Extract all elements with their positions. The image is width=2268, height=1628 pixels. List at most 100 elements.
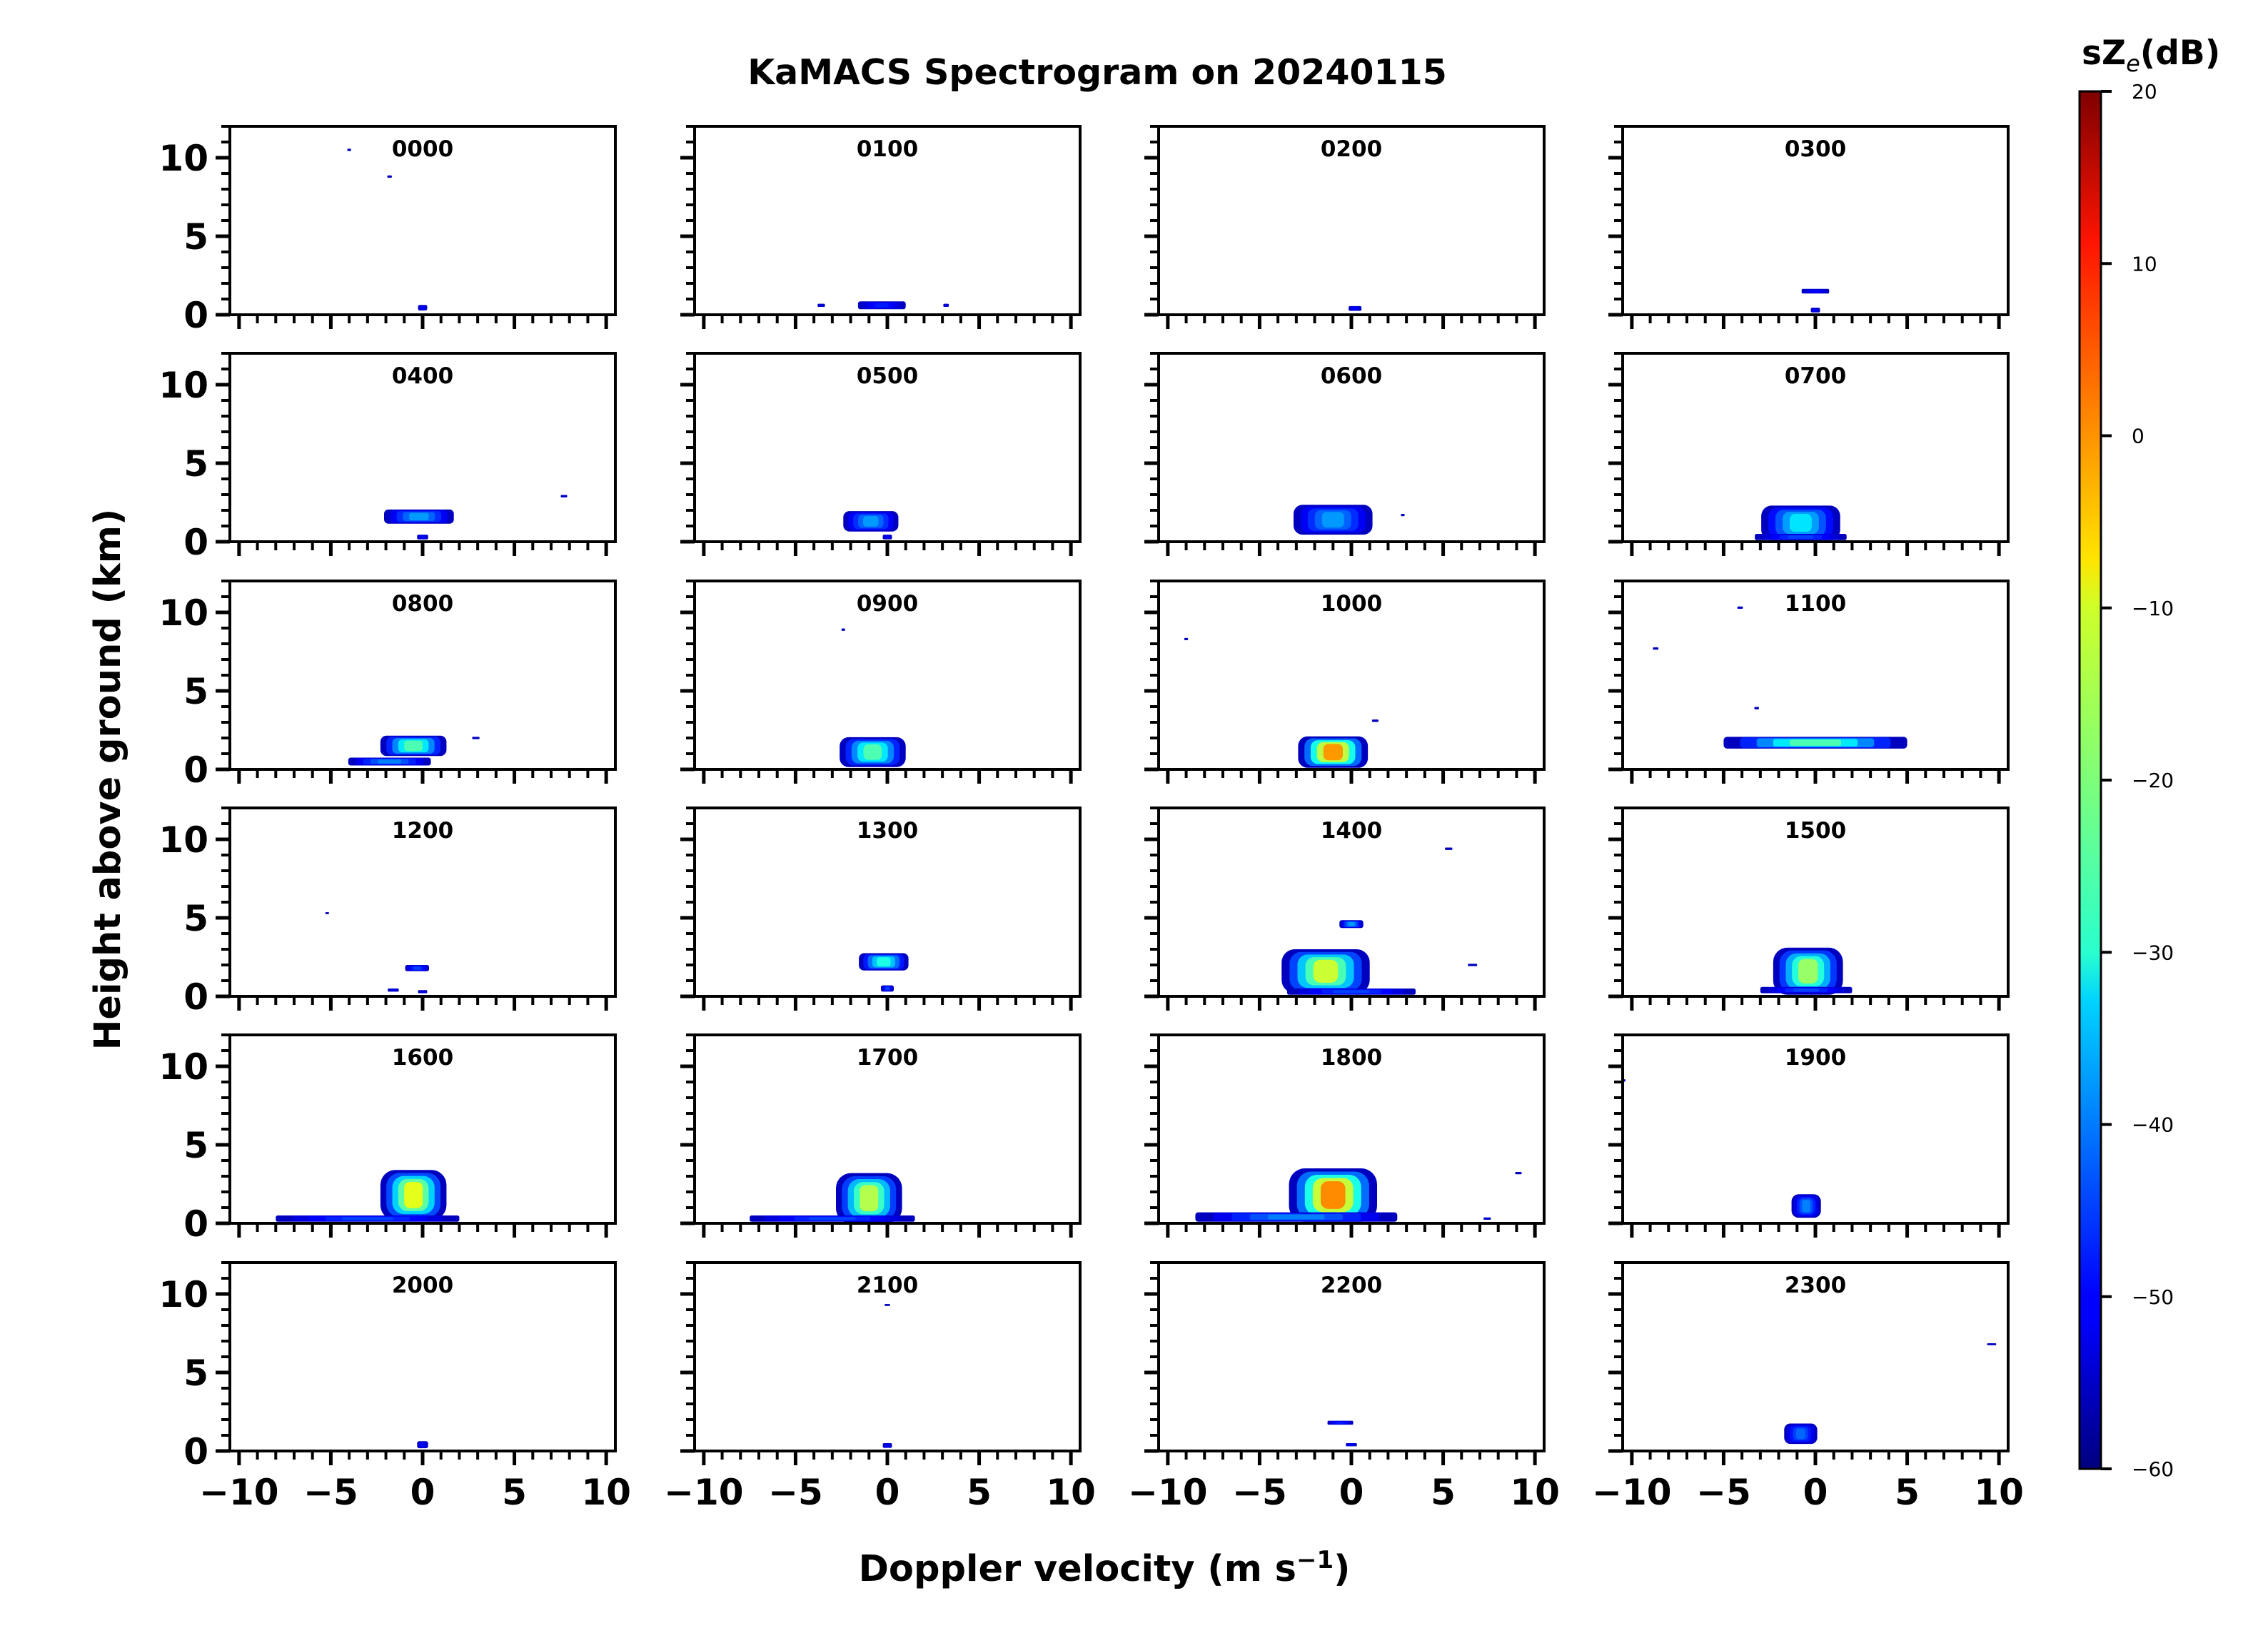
colorbar-tick-label: 0 — [2132, 425, 2144, 448]
echo-cell — [1789, 514, 1812, 532]
x-tick-label: 10 — [1046, 1472, 1096, 1513]
x-tick-label: 5 — [1431, 1472, 1456, 1513]
echo-region — [1761, 505, 1840, 540]
colorbar-gradient — [2078, 90, 2102, 1470]
spectral-data — [1760, 947, 1853, 995]
echo-cell — [388, 176, 390, 178]
echo-region — [843, 511, 899, 532]
echo-cell — [404, 740, 423, 752]
echo-cell — [875, 303, 889, 308]
x-tick-label: 0 — [875, 1472, 900, 1513]
panel-time-label: 1400 — [1321, 818, 1382, 844]
echo-region — [1773, 947, 1843, 995]
spectral-data — [417, 1441, 428, 1449]
colorbar-ticks: 20 10 0 −10 −20 −30 −40 −50 −60 — [2101, 80, 2174, 1481]
echo-cell — [341, 1217, 393, 1220]
panel-1400: 1400 — [1144, 807, 1546, 1011]
spectral-data — [325, 912, 429, 994]
echo-region — [1754, 707, 1759, 709]
echo-cell — [1795, 1428, 1805, 1440]
echo-cell — [1353, 307, 1357, 310]
echo-region — [881, 985, 894, 992]
panel-time-label: 1300 — [857, 818, 918, 844]
echo-region — [1371, 719, 1379, 722]
echo-cell — [1990, 1343, 1993, 1345]
panel-time-label: 0400 — [392, 363, 453, 389]
panel-0100: 0100 — [680, 125, 1082, 329]
echo-region — [1289, 1168, 1377, 1222]
echo-region — [276, 1215, 460, 1222]
echo-cell — [1321, 512, 1344, 528]
spectral-data — [1784, 1343, 1997, 1445]
panel-background — [1623, 1263, 2008, 1451]
echo-cell — [1486, 1218, 1488, 1220]
colorbar-tick-label: −20 — [2132, 769, 2174, 792]
spectral-data — [1801, 288, 1830, 313]
panel-background — [230, 1263, 615, 1451]
spectral-data — [1327, 1420, 1357, 1447]
echo-cell — [1755, 707, 1758, 709]
colorbar: 20 10 0 −10 −20 −30 −40 −50 −60 sZe(dB) — [2078, 34, 2220, 1481]
y-tick-label: 10 — [158, 138, 208, 179]
echo-cell — [877, 957, 891, 966]
echo-cell — [1517, 1172, 1520, 1174]
echo-region — [348, 757, 431, 766]
y-tick-label: 5 — [183, 1125, 208, 1166]
x-tick-label: −10 — [664, 1472, 743, 1513]
spectral-data — [1195, 1168, 1522, 1222]
echo-region — [1298, 736, 1369, 768]
echo-region — [836, 1173, 902, 1223]
echo-region — [1294, 505, 1373, 535]
echo-cell — [863, 744, 882, 760]
echo-cell — [1323, 744, 1343, 761]
echo-cell — [378, 759, 401, 764]
y-tick-label: 10 — [158, 1274, 208, 1315]
spectral-data — [276, 1170, 460, 1222]
panel-2200: 2200 −10 −5 0 5 10 — [1128, 1261, 1560, 1513]
y-tick-label: 0 — [183, 295, 208, 336]
colorbar-tick-label: 10 — [2132, 252, 2157, 275]
echo-region — [884, 1304, 890, 1306]
panel-1800: 1800 — [1144, 1033, 1546, 1238]
echo-region — [1349, 305, 1362, 311]
colorbar-tick-label: −30 — [2132, 941, 2174, 964]
colorbar-tick-label: 20 — [2132, 80, 2157, 103]
echo-region — [841, 628, 845, 631]
panel-background — [1159, 1263, 1544, 1451]
x-tick-label: −5 — [1232, 1472, 1287, 1513]
echo-region — [817, 303, 825, 307]
echo-cell — [1402, 514, 1403, 516]
spectral-data — [882, 1304, 892, 1448]
echo-region — [1723, 737, 1907, 749]
panel-background — [1623, 1035, 2008, 1223]
x-axis-label-superscript: −1 — [1296, 1546, 1334, 1574]
echo-cell — [475, 737, 478, 739]
echo-region — [1791, 1194, 1821, 1218]
echo-region — [417, 1441, 428, 1449]
echo-region — [1184, 637, 1189, 641]
echo-cell — [885, 986, 889, 991]
colorbar-tick-label: −50 — [2132, 1285, 2174, 1309]
panel-background — [1623, 126, 2008, 315]
echo-region — [1737, 606, 1743, 610]
echo-cell — [404, 1182, 423, 1208]
echo-region — [1784, 1423, 1818, 1445]
x-tick-label: 0 — [410, 1472, 435, 1513]
spectral-data — [1294, 505, 1405, 535]
panel-2300: 2300 −10 −5 0 5 10 — [1592, 1261, 2024, 1513]
y-tick-label: 0 — [183, 1203, 208, 1245]
panel-time-label: 0000 — [392, 136, 453, 162]
echo-cell — [421, 991, 424, 993]
y-tick-label: 0 — [183, 976, 208, 1018]
echo-region — [1339, 920, 1364, 929]
echo-cell — [1349, 1444, 1354, 1446]
echo-cell — [1471, 964, 1474, 966]
echo-cell — [820, 304, 822, 306]
spectral-data — [1755, 505, 1847, 540]
echo-region — [1468, 964, 1478, 966]
y-tick-label: 0 — [183, 1431, 208, 1472]
spectral-data — [348, 735, 480, 766]
x-axis-label: Doppler velocity (m s−1) — [859, 1546, 1351, 1590]
echo-cell — [1447, 848, 1450, 850]
echo-region — [380, 735, 447, 757]
